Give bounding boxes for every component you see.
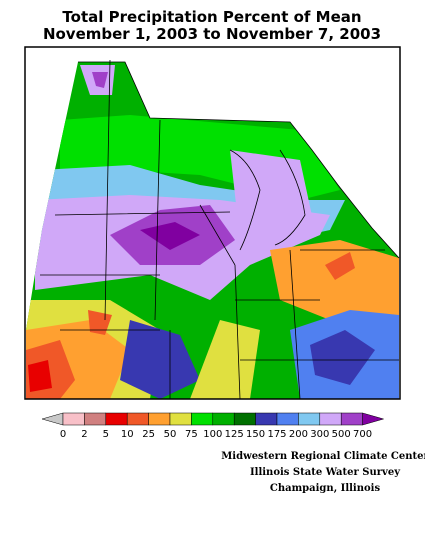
colorbar-swatch (233, 412, 256, 426)
colorbar-arrow (362, 412, 385, 426)
colorbar-swatch (148, 412, 171, 426)
colorbar-label: 75 (185, 429, 198, 440)
title: Total Precipitation Percent of Mean (62, 8, 361, 26)
credit: Midwestern Regional Climate Center (221, 451, 425, 462)
colorbar-swatch (255, 412, 278, 426)
colorbar-swatch (298, 412, 321, 426)
colorbar-swatch (191, 412, 214, 426)
colorbar-swatch (84, 412, 107, 426)
colorbar-arrow (41, 412, 64, 426)
subtitle: November 1, 2003 to November 7, 2003 (43, 25, 381, 43)
colorbar-label: 500 (332, 429, 351, 440)
colorbar-label: 2 (81, 429, 87, 440)
credit: Champaign, Illinois (270, 483, 381, 494)
colorbar-label: 200 (289, 429, 308, 440)
colorbar-swatch (319, 412, 342, 426)
colorbar-swatch (105, 412, 128, 426)
colorbar-label: 0 (60, 429, 66, 440)
colorbar-label: 175 (267, 429, 286, 440)
colorbar: 0 2 5 10 25 50 75 100 125 150 175 200 300 500 700 (41, 412, 385, 440)
colorbar-swatch (212, 412, 235, 426)
colorbar-label: 50 (164, 429, 177, 440)
colorbar-swatch (62, 412, 85, 426)
colorbar-label: 150 (246, 429, 265, 440)
colorbar-label: 25 (142, 429, 155, 440)
map (24, 46, 401, 400)
colorbar-label: 5 (103, 429, 109, 440)
colorbar-label: 10 (121, 429, 134, 440)
colorbar-label: 125 (225, 429, 244, 440)
colorbar-swatch (276, 412, 299, 426)
colorbar-swatch (169, 412, 192, 426)
credit: Illinois State Water Survey (250, 467, 401, 478)
colorbar-label: 700 (353, 429, 372, 440)
colorbar-label: 300 (310, 429, 329, 440)
colorbar-swatch (340, 412, 363, 426)
colorbar-swatch (126, 412, 149, 426)
colorbar-label: 100 (203, 429, 222, 440)
